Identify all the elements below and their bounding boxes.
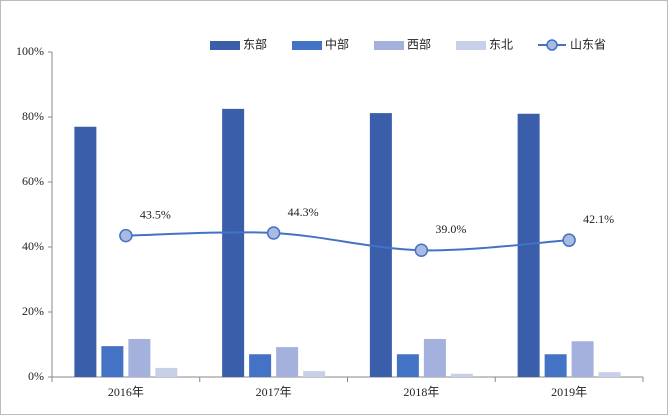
legend-label: 中部 (325, 37, 349, 52)
legend-swatch (546, 39, 558, 51)
y-tick-label: 0% (28, 369, 44, 383)
bar (222, 108, 245, 377)
bar (249, 354, 272, 377)
y-tick-label: 20% (22, 304, 44, 318)
line-marker (414, 243, 429, 257)
bar (598, 372, 621, 377)
bar (155, 367, 178, 377)
bar (369, 113, 392, 377)
legend-label: 东北 (489, 38, 513, 52)
x-tick-label: 2017年 (256, 385, 292, 399)
bar (423, 338, 446, 377)
legend-swatch (292, 41, 322, 50)
bar (396, 354, 419, 377)
bar (544, 354, 567, 377)
line-marker (119, 228, 133, 243)
y-tick-label: 80% (22, 109, 44, 123)
x-tick-label: 2019年 (551, 385, 587, 399)
bar (571, 341, 594, 377)
bar (128, 338, 151, 377)
legend-swatch (456, 41, 486, 50)
bar (450, 373, 473, 377)
legend-label: 西部 (407, 37, 431, 52)
x-tick-label: 2018年 (403, 385, 439, 399)
line-marker (266, 226, 281, 240)
x-tick-label: 2016年 (108, 385, 144, 399)
y-tick-label: 60% (22, 174, 44, 188)
y-tick-label: 40% (22, 239, 44, 253)
bar (101, 346, 124, 377)
line (125, 231, 570, 252)
bar (74, 126, 97, 377)
bar (303, 371, 326, 377)
bar (517, 113, 540, 377)
data-label: 44.3% (288, 205, 319, 219)
legend-swatch (210, 41, 240, 50)
legend-label: 东部 (243, 37, 267, 52)
data-label: 42.1% (583, 212, 614, 226)
legend-label: 山东省 (570, 38, 606, 52)
bar (276, 347, 299, 377)
line-marker (562, 233, 576, 247)
data-label: 43.5% (140, 207, 171, 221)
legend-swatch (374, 41, 404, 50)
data-label: 39.0% (435, 222, 466, 236)
y-tick-label: 100% (16, 44, 44, 58)
